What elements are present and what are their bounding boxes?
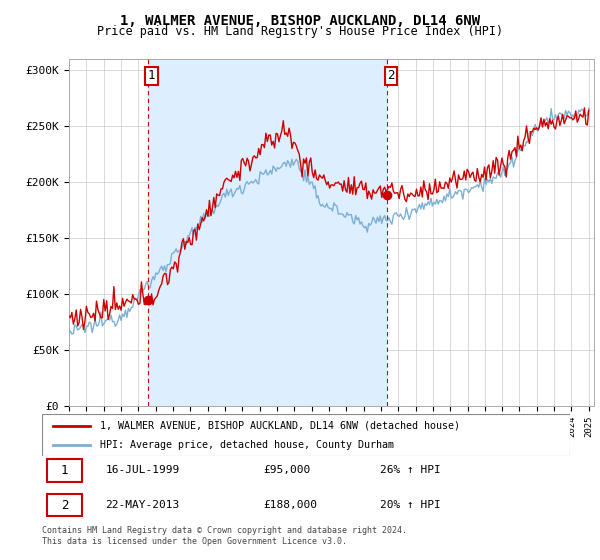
FancyBboxPatch shape: [47, 459, 82, 482]
Bar: [148, 59, 388, 406]
Text: Price paid vs. HM Land Registry's House Price Index (HPI): Price paid vs. HM Land Registry's House …: [97, 25, 503, 38]
Text: £188,000: £188,000: [264, 500, 318, 510]
Text: £95,000: £95,000: [264, 465, 311, 475]
FancyBboxPatch shape: [47, 494, 82, 516]
Text: 20% ↑ HPI: 20% ↑ HPI: [380, 500, 440, 510]
Text: 1, WALMER AVENUE, BISHOP AUCKLAND, DL14 6NW: 1, WALMER AVENUE, BISHOP AUCKLAND, DL14 …: [120, 14, 480, 28]
Text: 22-MAY-2013: 22-MAY-2013: [106, 500, 179, 510]
Text: 1: 1: [61, 464, 68, 477]
Text: 2: 2: [388, 69, 395, 82]
Text: 26% ↑ HPI: 26% ↑ HPI: [380, 465, 440, 475]
Text: HPI: Average price, detached house, County Durham: HPI: Average price, detached house, Coun…: [100, 440, 394, 450]
Text: 16-JUL-1999: 16-JUL-1999: [106, 465, 179, 475]
Text: 1, WALMER AVENUE, BISHOP AUCKLAND, DL14 6NW (detached house): 1, WALMER AVENUE, BISHOP AUCKLAND, DL14 …: [100, 421, 460, 431]
Text: 1: 1: [148, 69, 155, 82]
Text: 2: 2: [61, 498, 68, 512]
FancyBboxPatch shape: [42, 414, 570, 456]
Text: Contains HM Land Registry data © Crown copyright and database right 2024.
This d: Contains HM Land Registry data © Crown c…: [42, 526, 407, 546]
